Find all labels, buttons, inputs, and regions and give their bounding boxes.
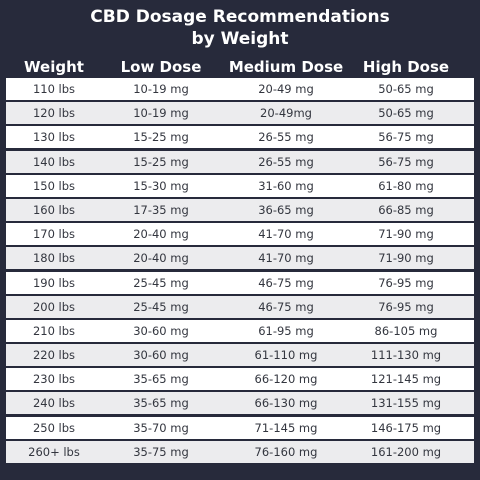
header-weight: Weight [24,58,84,76]
cell-weight: 210 lbs [32,323,76,338]
cell-medium-dose: 46-75 mg [258,299,314,314]
cell-low-dose: 25-45 mg [133,299,189,314]
cell-low-dose: 25-45 mg [133,275,189,290]
table-row: 260+ lbs 35-75 mg 76-160 mg 161-200 mg [6,440,474,463]
header-high-dose: High Dose [362,58,450,76]
cell-medium-dose: 66-120 mg [254,372,318,387]
cell-medium-dose: 31-60 mg [258,178,314,193]
cell-high-dose: 121-145 mg [370,372,442,387]
cell-high-dose: 76-95 mg [378,275,434,290]
cell-high-dose: 71-90 mg [378,251,434,266]
table-row: 170 lbs 20-40 mg 41-70 mg 71-90 mg [6,223,474,246]
table-row: 230 lbs 35-65 mg 66-120 mg 121-145 mg [6,368,474,391]
table-row: 190 lbs 25-45 mg 46-75 mg 76-95 mg [6,271,474,294]
cell-weight: 170 lbs [32,227,76,242]
cell-medium-dose: 76-160 mg [254,444,318,459]
cell-low-dose: 10-19 mg [133,82,189,96]
cell-low-dose: 35-65 mg [133,372,189,387]
cell-high-dose: 71-90 mg [378,227,434,242]
cell-weight: 220 lbs [32,348,76,363]
cell-weight: 160 lbs [32,202,76,217]
table-row: 200 lbs 25-45 mg 46-75 mg 76-95 mg [6,295,474,318]
cell-weight: 120 lbs [32,106,76,121]
cell-medium-dose: 26-55 mg [258,154,314,169]
cell-low-dose: 35-65 mg [133,396,189,411]
cell-weight: 130 lbs [32,130,76,145]
cell-weight: 110 lbs [32,82,76,96]
cell-weight: 150 lbs [32,178,76,193]
cell-high-dose: 111-130 mg [370,348,442,363]
cell-high-dose: 146-175 mg [370,420,442,435]
table-header: Weight Low Dose Medium Dose High Dose [6,56,474,78]
table-row: 150 lbs 15-30 mg 31-60 mg 61-80 mg [6,174,474,197]
table-row: 110 lbs 10-19 mg 20-49 mg 50-65 mg [6,78,474,100]
cell-low-dose: 20-40 mg [133,227,189,242]
cell-medium-dose: 20-49 mg [258,82,314,96]
table-row: 250 lbs 35-70 mg 71-145 mg 146-175 mg [6,416,474,439]
cell-high-dose: 56-75 mg [378,154,434,169]
cell-medium-dose: 26-55 mg [258,130,314,145]
title-line-2: by Weight [191,29,289,49]
cell-weight: 240 lbs [32,396,76,411]
cell-medium-dose: 46-75 mg [258,275,314,290]
table-row: 130 lbs 15-25 mg 26-55 mg 56-75 mg [6,126,474,149]
cell-medium-dose: 41-70 mg [258,227,314,242]
cell-low-dose: 30-60 mg [133,348,189,363]
table-row: 240 lbs 35-65 mg 66-130 mg 131-155 mg [6,392,474,415]
cell-high-dose: 50-65 mg [378,82,434,96]
page-title: CBD Dosage Recommendations by Weight [0,6,480,50]
cell-weight: 250 lbs [32,420,76,435]
cell-weight: 180 lbs [32,251,76,266]
cell-low-dose: 15-30 mg [133,178,189,193]
table-row: 140 lbs 15-25 mg 26-55 mg 56-75 mg [6,150,474,173]
cell-medium-dose: 71-145 mg [254,420,318,435]
cell-medium-dose: 36-65 mg [258,202,314,217]
cell-high-dose: 66-85 mg [378,202,434,217]
cell-low-dose: 20-40 mg [133,251,189,266]
cell-medium-dose: 20-49mg [260,106,312,121]
header-low-dose: Low Dose [120,58,202,76]
cell-high-dose: 56-75 mg [378,130,434,145]
table-row: 220 lbs 30-60 mg 61-110 mg 111-130 mg [6,344,474,367]
title-line-1: CBD Dosage Recommendations [90,7,390,27]
table-row: 160 lbs 17-35 mg 36-65 mg 66-85 mg [6,198,474,221]
cell-low-dose: 10-19 mg [133,106,189,121]
cell-low-dose: 30-60 mg [133,323,189,338]
cell-weight: 190 lbs [32,275,76,290]
cell-high-dose: 86-105 mg [374,323,438,338]
table-row: 210 lbs 30-60 mg 61-95 mg 86-105 mg [6,319,474,342]
cell-medium-dose: 66-130 mg [254,396,318,411]
cell-medium-dose: 61-110 mg [254,348,318,363]
dosage-table: 110 lbs 10-19 mg 20-49 mg 50-65 mg 120 lbs 10… [6,78,474,465]
cell-low-dose: 17-35 mg [133,202,189,217]
cell-high-dose: 50-65 mg [378,106,434,121]
table-row: 180 lbs 20-40 mg 41-70 mg 71-90 mg [6,247,474,270]
cell-low-dose: 15-25 mg [133,130,189,145]
cell-low-dose: 35-70 mg [133,420,189,435]
header-medium-dose: Medium Dose [228,58,344,76]
cell-medium-dose: 61-95 mg [258,323,314,338]
cell-weight: 230 lbs [32,372,76,387]
cell-weight: 260+ lbs [28,444,80,459]
cell-high-dose: 161-200 mg [370,444,442,459]
cell-high-dose: 76-95 mg [378,299,434,314]
cell-low-dose: 35-75 mg [133,444,189,459]
cell-high-dose: 61-80 mg [378,178,434,193]
cell-high-dose: 131-155 mg [370,396,442,411]
cell-low-dose: 15-25 mg [133,154,189,169]
table-row: 120 lbs 10-19 mg 20-49mg 50-65 mg [6,102,474,125]
cell-weight: 200 lbs [32,299,76,314]
cell-medium-dose: 41-70 mg [258,251,314,266]
cell-weight: 140 lbs [32,154,76,169]
